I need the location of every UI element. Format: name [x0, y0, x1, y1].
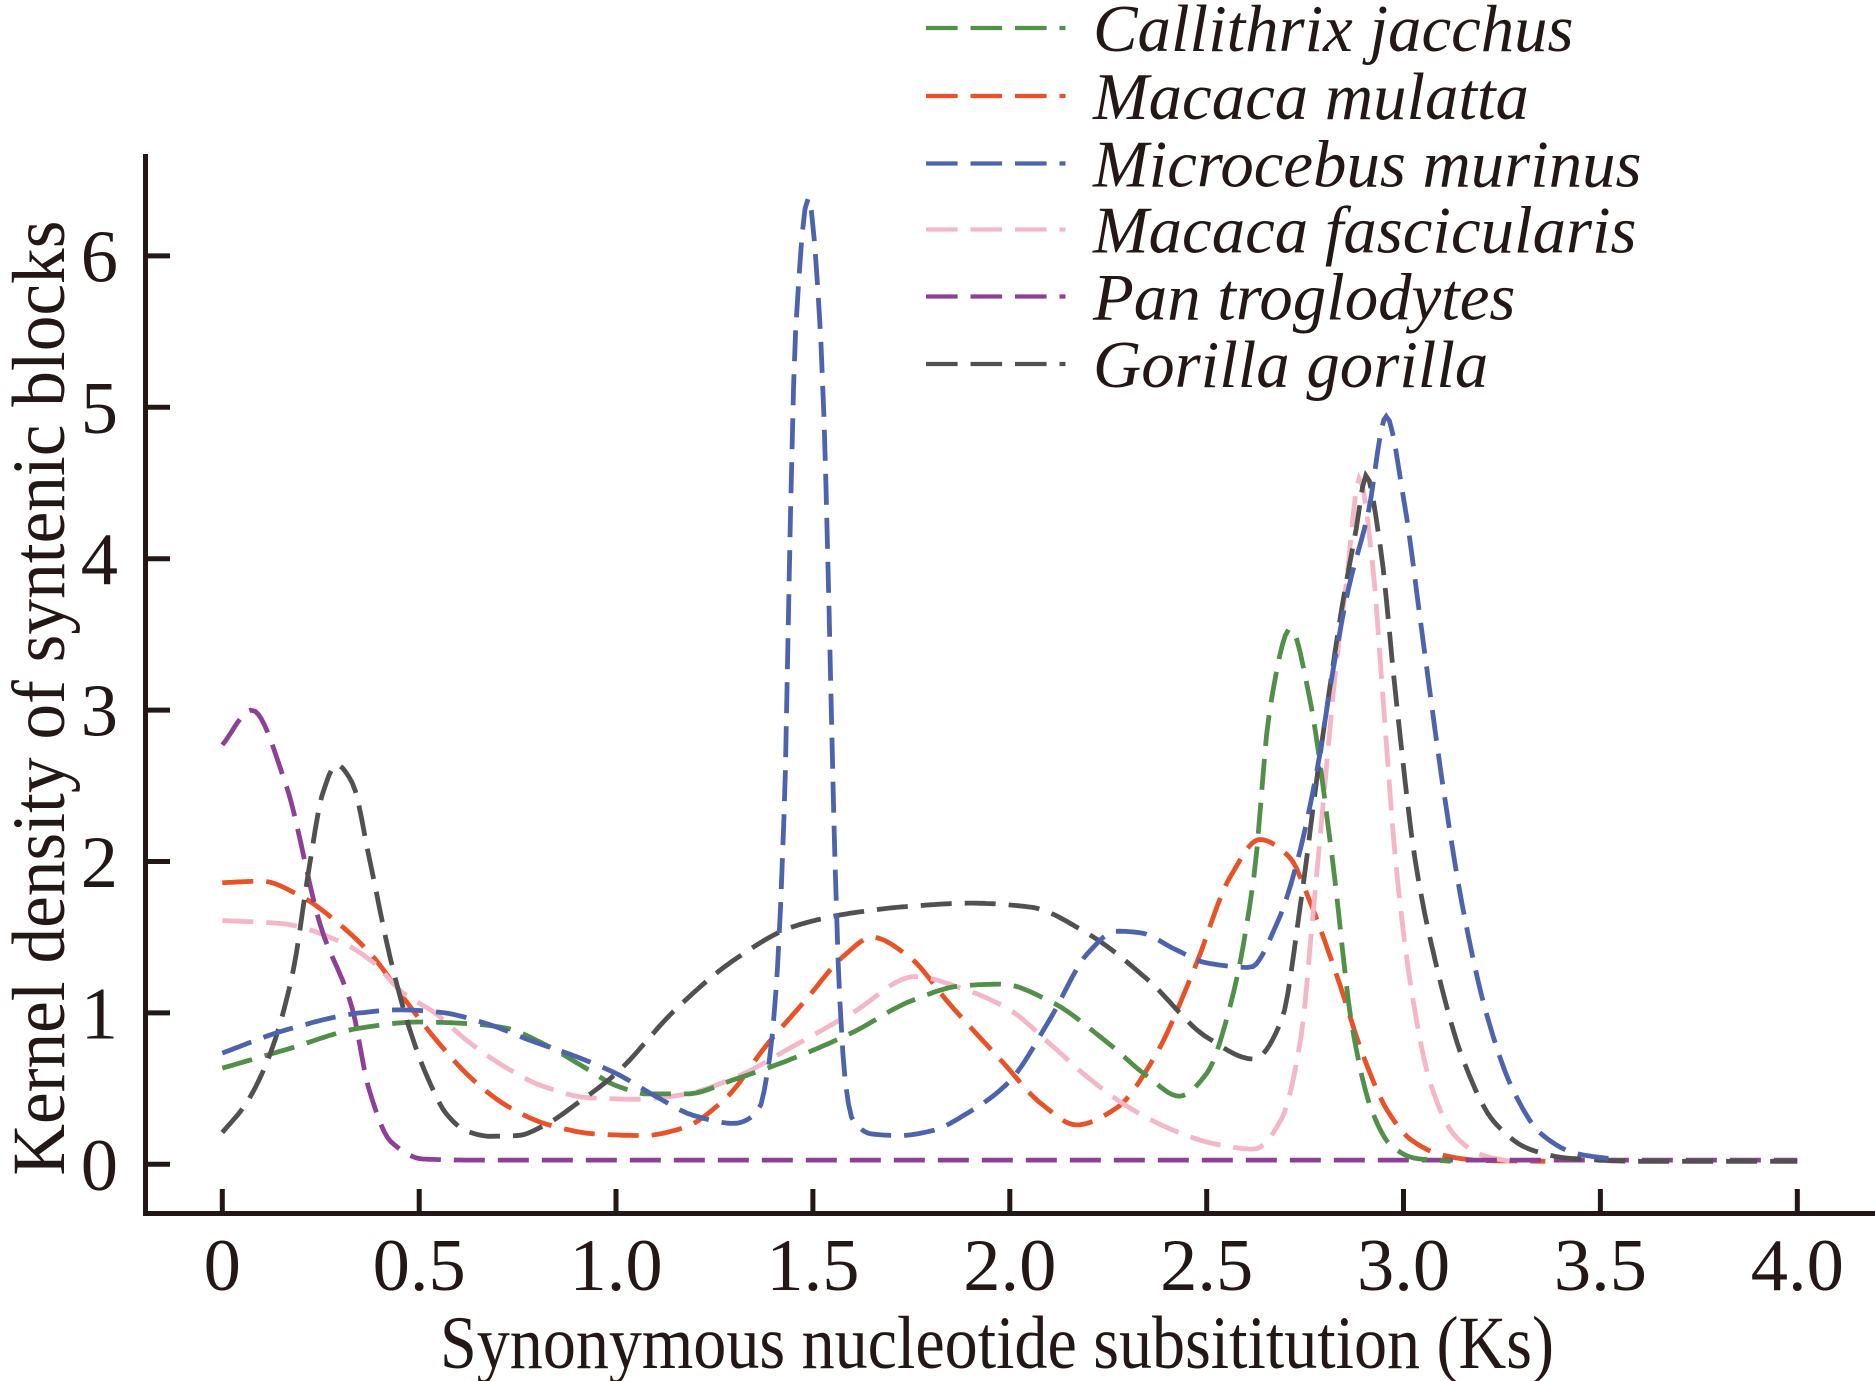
- svg-text:5: 5: [81, 368, 118, 450]
- svg-text:1.5: 1.5: [766, 1225, 859, 1307]
- svg-text:2.0: 2.0: [963, 1225, 1056, 1307]
- svg-text:Macaca mulatta: Macaca mulatta: [1092, 60, 1529, 134]
- svg-text:Pan troglodytes: Pan troglodytes: [1092, 261, 1515, 335]
- svg-text:6: 6: [81, 216, 118, 298]
- svg-text:4: 4: [81, 519, 118, 601]
- svg-text:Synonymous nucleotide subsitit: Synonymous nucleotide subsititution (Ks): [440, 1302, 1554, 1381]
- svg-text:1.0: 1.0: [569, 1225, 662, 1307]
- svg-text:0.5: 0.5: [373, 1225, 466, 1307]
- svg-text:3.0: 3.0: [1357, 1225, 1450, 1307]
- svg-text:1: 1: [81, 973, 118, 1055]
- svg-text:3: 3: [81, 671, 118, 753]
- svg-text:2.5: 2.5: [1160, 1225, 1253, 1307]
- svg-text:0: 0: [81, 1125, 118, 1207]
- svg-text:Kernel density of syntenic blo: Kernel density of syntenic blocks: [0, 221, 81, 1176]
- svg-text:4.0: 4.0: [1751, 1225, 1844, 1307]
- svg-text:2: 2: [81, 822, 118, 904]
- svg-text:3.5: 3.5: [1554, 1225, 1647, 1307]
- svg-text:Gorilla gorilla: Gorilla gorilla: [1093, 328, 1488, 402]
- svg-text:0: 0: [204, 1225, 241, 1307]
- svg-text:Callithrix jacchus: Callithrix jacchus: [1093, 0, 1574, 66]
- svg-text:Microcebus murinus: Microcebus murinus: [1092, 128, 1642, 202]
- svg-text:Macaca fascicularis: Macaca fascicularis: [1092, 194, 1637, 268]
